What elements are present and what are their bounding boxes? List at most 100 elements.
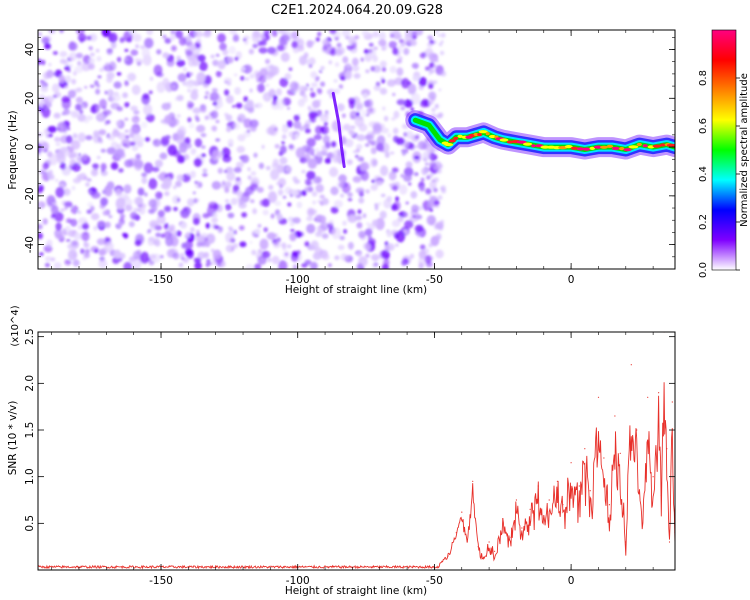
- noise-speckle: [322, 44, 328, 51]
- noise-speckle: [42, 162, 49, 170]
- noise-speckle: [49, 174, 55, 180]
- noise-speckle: [308, 111, 318, 119]
- noise-speckle: [380, 127, 389, 134]
- noise-speckle: [259, 238, 269, 250]
- noise-speckle: [250, 199, 255, 204]
- noise-speckle: [425, 188, 432, 195]
- noise-speckle: [116, 72, 122, 76]
- noise-speckle: [439, 50, 445, 56]
- noise-speckle: [386, 230, 392, 238]
- noise-speckle: [370, 157, 378, 168]
- noise-speckle: [266, 232, 277, 240]
- noise-speckle: [46, 239, 53, 248]
- noise-speckle: [110, 102, 120, 110]
- noise-speckle: [375, 143, 384, 152]
- noise-speckle: [70, 139, 81, 150]
- noise-speckle: [187, 100, 192, 105]
- noise-speckle: [241, 154, 250, 164]
- noise-speckle: [184, 137, 191, 145]
- noise-speckle: [72, 259, 80, 267]
- noise-speckle: [241, 212, 248, 218]
- noise-speckle: [227, 212, 235, 219]
- noise-speckle: [437, 30, 440, 33]
- noise-speckle: [40, 86, 49, 93]
- noise-speckle: [322, 253, 330, 261]
- noise-speckle: [119, 213, 126, 219]
- noise-speckle: [195, 124, 206, 133]
- noise-speckle: [38, 32, 42, 36]
- noise-speckle: [431, 257, 434, 260]
- noise-speckle: [72, 133, 78, 139]
- noise-speckle: [179, 252, 185, 259]
- noise-speckle: [362, 213, 367, 219]
- snr-point: [543, 518, 545, 520]
- noise-speckle: [142, 93, 150, 100]
- noise-speckle: [372, 31, 380, 38]
- noise-speckle: [85, 182, 90, 187]
- noise-speckle: [55, 178, 59, 183]
- noise-speckle: [83, 118, 90, 124]
- noise-speckle: [329, 30, 337, 35]
- noise-speckle: [86, 35, 92, 41]
- noise-speckle: [360, 157, 364, 162]
- noise-speckle: [333, 79, 338, 83]
- noise-speckle: [197, 251, 206, 260]
- noise-speckle: [384, 151, 390, 158]
- noise-speckle: [88, 57, 95, 64]
- noise-speckle: [149, 220, 159, 228]
- noise-speckle: [215, 53, 220, 57]
- noise-speckle: [278, 260, 288, 269]
- noise-speckle: [129, 127, 138, 134]
- noise-speckle: [146, 30, 154, 36]
- noise-speckle: [282, 250, 291, 260]
- noise-speckle: [228, 46, 236, 55]
- noise-speckle: [392, 47, 399, 55]
- noise-speckle: [125, 204, 133, 212]
- noise-speckle: [141, 172, 148, 178]
- noise-speckle: [215, 138, 221, 142]
- noise-speckle: [190, 170, 196, 179]
- noise-speckle: [415, 214, 423, 220]
- ridge-hotspot: [448, 139, 456, 143]
- noise-speckle: [188, 30, 198, 38]
- noise-speckle: [203, 31, 212, 38]
- noise-speckle: [156, 81, 166, 93]
- noise-speckle: [246, 129, 250, 133]
- noise-speckle: [47, 125, 57, 133]
- noise-speckle: [293, 179, 301, 184]
- noise-speckle: [428, 167, 433, 171]
- noise-speckle: [63, 231, 68, 236]
- noise-speckle: [392, 185, 399, 192]
- noise-speckle: [334, 255, 340, 261]
- noise-speckle: [83, 176, 88, 181]
- noise-speckle: [403, 167, 414, 177]
- noise-speckle: [86, 209, 92, 214]
- noise-speckle: [429, 180, 437, 190]
- noise-speckle: [233, 73, 238, 77]
- noise-speckle: [281, 134, 287, 140]
- noise-speckle: [126, 37, 132, 43]
- noise-speckle: [419, 52, 427, 59]
- noise-speckle: [438, 112, 444, 118]
- noise-speckle: [199, 61, 208, 72]
- noise-speckle: [268, 184, 274, 190]
- noise-speckle: [240, 192, 250, 203]
- noise-speckle: [342, 220, 347, 226]
- noise-speckle: [98, 129, 107, 136]
- noise-speckle: [433, 80, 438, 84]
- noise-speckle: [342, 123, 351, 131]
- noise-speckle: [412, 215, 417, 219]
- noise-speckle: [267, 46, 276, 55]
- noise-speckle: [71, 78, 77, 85]
- noise-speckle: [99, 67, 104, 72]
- noise-speckle: [327, 43, 332, 47]
- snr-x-tick-label: -100: [286, 575, 310, 587]
- noise-speckle: [426, 42, 433, 48]
- noise-speckle: [88, 63, 95, 70]
- ridge-hotspot: [642, 144, 648, 148]
- noise-speckle: [361, 110, 367, 118]
- noise-speckle: [254, 228, 261, 235]
- noise-speckle: [351, 215, 358, 220]
- noise-speckle: [280, 34, 290, 42]
- noise-speckle: [141, 48, 151, 58]
